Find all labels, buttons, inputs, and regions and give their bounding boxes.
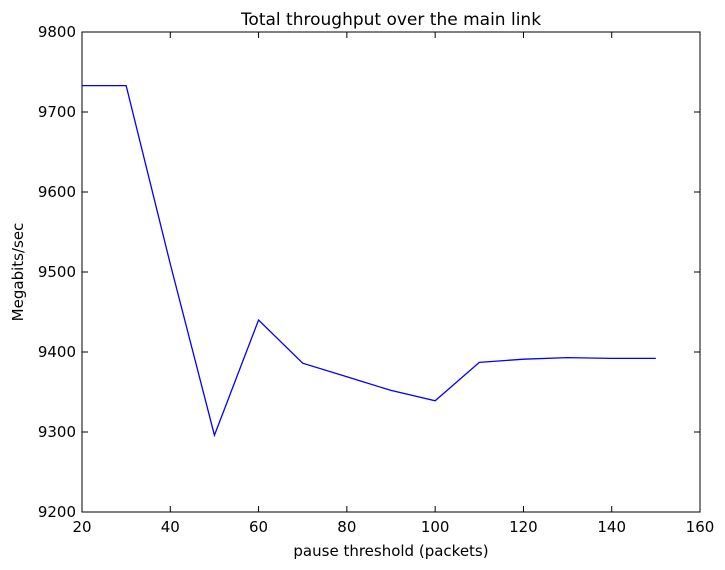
x-tick-label: 60 <box>249 518 268 536</box>
y-tick-label: 9500 <box>38 263 76 281</box>
y-tick-label: 9200 <box>38 503 76 521</box>
x-tick-label: 40 <box>161 518 180 536</box>
y-tick-label: 9800 <box>38 23 76 41</box>
x-tick-label: 100 <box>421 518 450 536</box>
x-tick-label: 20 <box>72 518 91 536</box>
y-axis: 9200 9300 9400 9500 9600 9700 9800 <box>38 23 700 521</box>
x-axis: 20 40 60 80 100 120 140 160 <box>72 32 714 536</box>
x-tick-label: 140 <box>597 518 626 536</box>
chart-title: Total throughput over the main link <box>240 10 541 30</box>
y-tick-label: 9300 <box>38 423 76 441</box>
y-tick-label: 9700 <box>38 103 76 121</box>
x-axis-label: pause threshold (packets) <box>293 542 488 560</box>
y-axis-label: Megabits/sec <box>9 223 27 322</box>
x-tick-label: 160 <box>686 518 715 536</box>
x-tick-label: 80 <box>337 518 356 536</box>
y-tick-label: 9600 <box>38 183 76 201</box>
series-line-0 <box>82 84 656 438</box>
series-layer <box>82 84 656 438</box>
x-tick-label: 120 <box>509 518 538 536</box>
plot-area <box>81 31 701 513</box>
y-tick-label: 9400 <box>38 343 76 361</box>
